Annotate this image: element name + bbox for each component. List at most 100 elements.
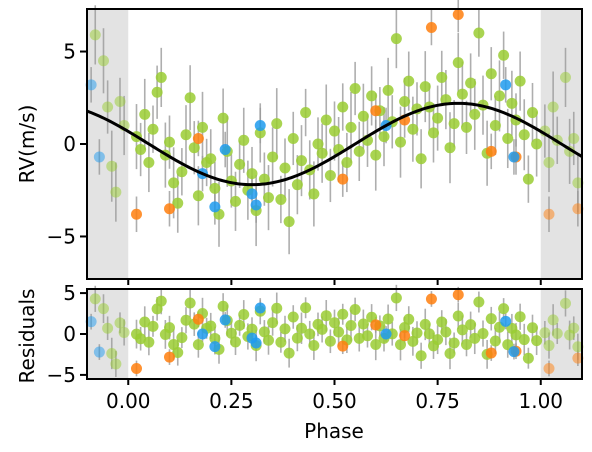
rv-point <box>172 197 184 209</box>
rv-point <box>366 90 378 102</box>
rv-point <box>399 95 411 107</box>
rv-point <box>271 118 283 130</box>
residual-point <box>461 338 472 350</box>
rv-point <box>85 79 97 91</box>
residuals-y-ticks: 5 0 −5 <box>47 281 87 387</box>
rv-point <box>456 88 468 100</box>
rv-point <box>572 203 584 215</box>
residual-point <box>250 337 262 349</box>
rv-point <box>151 86 163 98</box>
residual-point <box>263 334 274 346</box>
rv-point <box>263 192 274 204</box>
rv-point <box>312 138 324 150</box>
rv-point <box>560 71 571 83</box>
residual-point <box>489 335 501 347</box>
residual-point <box>176 332 188 344</box>
residual-point <box>370 319 382 331</box>
residual-point <box>560 297 571 309</box>
residual-point <box>411 327 423 339</box>
residual-point <box>337 340 349 352</box>
residual-point <box>514 311 526 323</box>
residual-point <box>205 320 217 332</box>
residual-point <box>547 314 559 326</box>
rv-point <box>428 127 439 139</box>
rv-point <box>452 57 464 69</box>
rv-x-ticks <box>127 279 542 285</box>
rv-point <box>296 155 307 167</box>
rv-point <box>345 121 357 133</box>
rv-point <box>287 132 299 144</box>
rv-point <box>531 138 543 150</box>
residual-point <box>473 296 485 308</box>
residual-point <box>316 323 328 335</box>
residual-point <box>283 347 295 359</box>
rv-point <box>518 129 530 141</box>
x-axis-label: Phase <box>304 419 364 443</box>
residual-point <box>102 322 114 334</box>
rv-point <box>349 83 361 95</box>
rv-point <box>131 208 142 220</box>
residual-point <box>440 326 452 338</box>
rv-point <box>316 147 328 159</box>
rv-point <box>267 151 279 163</box>
residual-point <box>139 316 151 328</box>
rv-point <box>522 173 534 185</box>
rv-y-axis-label: RV(m/s) <box>15 105 39 184</box>
residual-point <box>230 336 241 348</box>
residual-point <box>275 336 287 348</box>
rv-point <box>382 84 394 96</box>
rv-point <box>324 169 336 181</box>
rv-point <box>425 21 437 33</box>
rv-point <box>308 188 320 200</box>
x-tick-label: 0.00 <box>106 389 151 413</box>
residual-point <box>98 303 109 315</box>
rv-point <box>246 188 258 200</box>
residual-point <box>267 317 279 329</box>
rv-point <box>353 145 365 157</box>
rv-point <box>568 132 580 144</box>
rv-point <box>93 151 105 163</box>
residual-point <box>477 328 489 340</box>
residuals-y-tick-label: −5 <box>47 363 76 387</box>
rv-point <box>192 190 204 202</box>
rv-point <box>432 112 444 124</box>
rv-point <box>489 120 501 132</box>
rv-point <box>143 156 155 168</box>
residuals-x-ticks: 0.00 0.25 0.50 0.75 1.00 <box>106 379 563 413</box>
rv-point <box>209 201 221 213</box>
rv-point <box>320 114 332 126</box>
rv-point <box>485 145 497 157</box>
residuals-data-points <box>85 289 584 374</box>
rv-point <box>291 179 303 191</box>
rv-point <box>246 168 258 180</box>
residual-point <box>551 327 563 339</box>
rv-point <box>275 193 287 205</box>
residual-point <box>357 318 369 330</box>
rv-point <box>164 203 175 215</box>
rv-point <box>283 216 295 228</box>
residual-point <box>300 302 312 314</box>
residual-point <box>304 328 316 340</box>
residual-point <box>279 323 291 335</box>
residual-point <box>436 316 448 328</box>
residual-point <box>485 313 497 325</box>
residual-point <box>333 326 345 338</box>
residual-point <box>164 322 175 334</box>
rv-point <box>230 195 241 207</box>
residual-point <box>390 292 402 304</box>
residual-point <box>448 337 460 349</box>
residual-point <box>135 333 147 345</box>
rv-point <box>197 121 208 133</box>
rv-point <box>139 108 151 120</box>
residual-point <box>522 352 534 364</box>
rv-point <box>452 9 464 21</box>
residual-point <box>572 352 584 364</box>
residual-point <box>225 327 237 339</box>
residual-point <box>155 295 167 307</box>
residual-point <box>452 289 464 301</box>
rv-point <box>176 166 188 178</box>
rv-point <box>370 105 382 117</box>
residual-point <box>498 303 510 315</box>
residual-point <box>209 332 221 344</box>
residual-point <box>324 335 336 347</box>
